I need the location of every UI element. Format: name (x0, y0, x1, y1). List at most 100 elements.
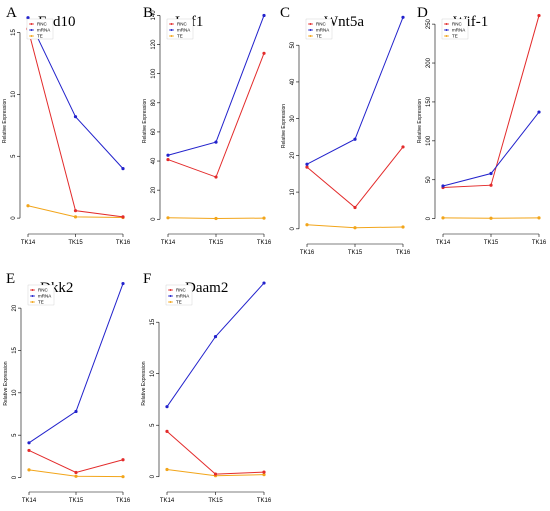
y-axis-label: Relative Expression (142, 99, 148, 143)
legend-marker (445, 23, 448, 25)
legend-marker (309, 29, 312, 31)
x-tick-label: TK16 (300, 250, 315, 256)
y-tick-label: 10 (290, 188, 296, 195)
legend-marker (170, 23, 173, 25)
data-point-te (489, 216, 493, 220)
chart-title: Daam2 (185, 280, 229, 296)
panel-letter: C (280, 5, 291, 21)
chart-panel-e: E Dkk2 0 5 10 15 20 TK14 TK15 TK16 Relative Expres… (0, 268, 137, 511)
legend-marker (169, 301, 172, 303)
legend-label: mRNA (452, 28, 465, 33)
legend-label: mRNA (176, 294, 189, 299)
data-point-rnc (213, 472, 218, 476)
y-tick-label: 20 (290, 151, 296, 158)
chart-title: Wnt5a (324, 14, 364, 30)
panel-letter: A (6, 5, 17, 21)
y-tick-label: 20 (12, 304, 18, 311)
legend-marker (170, 35, 173, 37)
legend-label: RNC (176, 288, 186, 293)
y-tick-label: 5 (12, 433, 18, 437)
data-point-mrna (121, 281, 125, 286)
data-point-mrna (121, 167, 125, 171)
series-line-rnc (27, 28, 124, 218)
data-point-te (26, 204, 30, 208)
x-tick-label: TK15 (69, 498, 84, 504)
data-point-te (73, 215, 78, 219)
data-point-mrna (401, 15, 405, 19)
data-point-rnc (262, 51, 266, 55)
y-axis-label: Relative Expression (417, 99, 423, 143)
series-line-rnc (167, 53, 265, 178)
data-point-te (121, 475, 125, 479)
series-line-rnc (442, 15, 540, 189)
data-point-rnc (214, 175, 218, 179)
x-tick-label: TK14 (21, 240, 36, 246)
x-tick-label: TK15 (68, 240, 83, 246)
legend-marker (31, 301, 34, 303)
legend-marker (30, 35, 33, 37)
y-tick-label: 200 (426, 57, 432, 68)
series-line-rnc (166, 431, 265, 475)
x-tick-label: TK14 (436, 240, 451, 246)
x-tick-label: TK14 (22, 498, 37, 504)
data-point-te (166, 216, 170, 220)
data-point-mrna (262, 13, 266, 18)
y-tick-label: 100 (151, 68, 157, 79)
y-axis-label: Relative Expression (2, 99, 8, 143)
legend-marker (30, 23, 33, 25)
data-point-mrna (305, 162, 309, 166)
y-tick-label: 140 (151, 10, 157, 21)
y-tick-label: 5 (150, 423, 156, 427)
x-tick-label: TK16 (257, 498, 272, 504)
data-point-te (305, 223, 309, 227)
y-tick-label: 10 (11, 90, 17, 97)
legend-label: RNC (316, 22, 326, 27)
chart-svg: 0 5 10 15 20 TK14 TK15 TK16 Relative Expression R… (3, 281, 131, 504)
legend-label: RNC (177, 22, 187, 27)
x-tick-label: TK15 (348, 250, 363, 256)
data-point-rnc (166, 157, 170, 162)
y-tick-label: 50 (426, 176, 432, 183)
y-tick-label: 0 (12, 475, 18, 479)
legend-label: TE (316, 34, 322, 39)
y-tick-label: 150 (426, 96, 432, 107)
legend-label: RNC (37, 22, 47, 27)
y-tick-label: 100 (426, 135, 432, 146)
legend-label: TE (176, 300, 182, 305)
data-point-mrna (213, 335, 218, 339)
legend-marker (31, 295, 34, 297)
legend-label: mRNA (316, 28, 329, 33)
y-tick-label: 15 (11, 29, 17, 36)
series-line-rnc (28, 449, 124, 473)
data-point-mrna (353, 137, 357, 141)
y-axis-label: Relative Expression (3, 361, 9, 405)
y-tick-label: 40 (290, 78, 296, 85)
y-tick-label: 50 (290, 41, 296, 48)
y-axis-label: Relative Expression (141, 361, 147, 405)
data-point-rnc (121, 215, 125, 219)
y-tick-label: 10 (12, 389, 18, 396)
legend-marker (31, 289, 34, 291)
legend-marker (169, 295, 172, 297)
legend-marker (309, 35, 312, 37)
data-point-rnc (74, 470, 78, 475)
legend-marker (445, 29, 448, 31)
legend-marker (170, 29, 173, 31)
data-point-mrna (74, 409, 78, 414)
data-point-mrna (26, 16, 30, 20)
chart-svg: 0 5 10 15 TK14 TK15 TK16 Relative Expression RNC… (2, 16, 131, 246)
legend-marker (30, 29, 33, 31)
data-point-rnc (401, 145, 405, 149)
data-point-te (537, 216, 541, 220)
data-point-mrna (489, 171, 493, 176)
data-point-mrna (537, 110, 541, 114)
x-tick-label: TK16 (257, 240, 272, 246)
y-tick-label: 10 (150, 370, 156, 377)
legend-label: TE (177, 34, 183, 39)
data-point-rnc (165, 429, 169, 434)
chart-panel-c: C Wnt5a 0 10 20 30 40 50 TK16 TK15 TK16 Relative Ex… (274, 2, 411, 257)
x-tick-label: TK15 (208, 498, 223, 504)
data-point-mrna (27, 441, 31, 445)
y-tick-label: 250 (426, 18, 432, 29)
